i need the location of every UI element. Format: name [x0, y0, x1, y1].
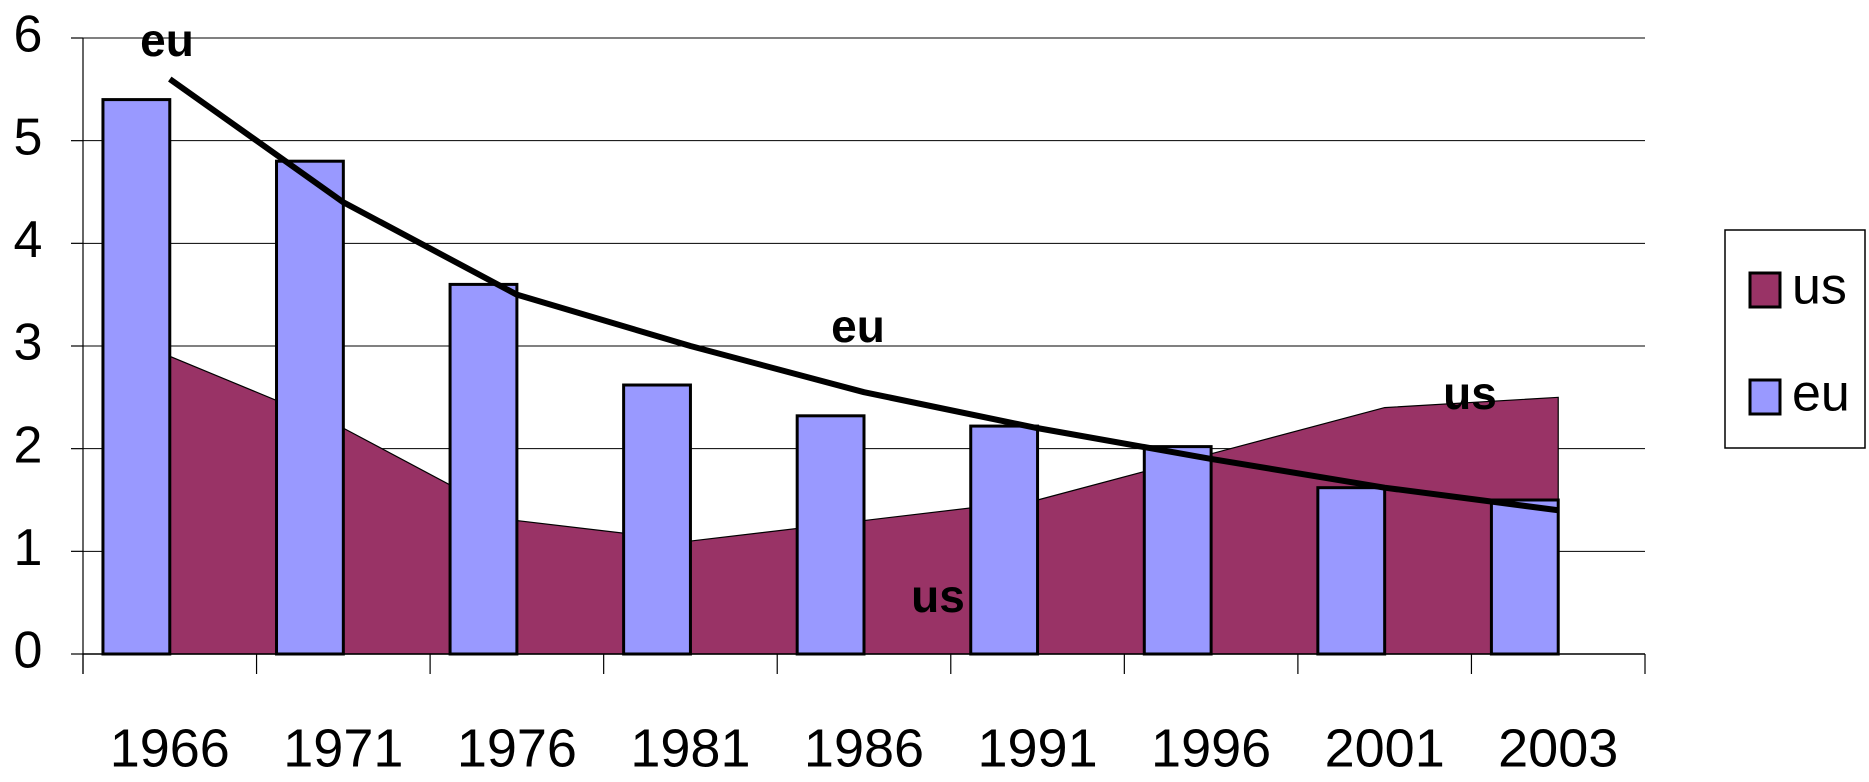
y-tick-label: 0	[14, 622, 43, 680]
x-tick-label: 1981	[630, 718, 750, 778]
x-tick-label: 1996	[1151, 718, 1271, 778]
x-tick-label: 1991	[977, 718, 1097, 778]
y-tick-label: 5	[14, 108, 43, 166]
annotation: eu	[140, 14, 194, 66]
y-tick-label: 3	[14, 314, 43, 372]
bar	[1142, 445, 1213, 656]
trendline	[168, 76, 1559, 514]
x-tick-label: 1986	[804, 718, 924, 778]
legend-label: eu	[1792, 365, 1850, 423]
y-tick-label: 4	[14, 211, 43, 269]
bar	[622, 383, 692, 656]
legend-swatch	[1748, 378, 1782, 416]
y-tick-label: 6	[14, 6, 43, 64]
x-tick-label: 2003	[1498, 718, 1618, 778]
bar	[1489, 498, 1560, 656]
bar	[969, 424, 1040, 656]
annotation: eu	[831, 300, 885, 352]
bar	[448, 282, 519, 656]
bar	[1316, 486, 1387, 656]
x-tick-label: 1966	[110, 718, 230, 778]
bar	[101, 98, 172, 656]
y-tick-label: 1	[14, 519, 43, 577]
bar	[795, 414, 866, 656]
x-tick-label: 1976	[457, 718, 577, 778]
y-tick-label: 2	[14, 416, 43, 474]
x-tick-label: 2001	[1325, 718, 1445, 778]
legend-label: us	[1792, 258, 1847, 316]
legend-swatch	[1748, 271, 1782, 309]
annotation: us	[1443, 367, 1497, 419]
annotation: us	[911, 570, 965, 622]
bar	[275, 159, 345, 656]
x-tick-label: 1971	[283, 718, 403, 778]
legend-box	[1724, 229, 1866, 449]
